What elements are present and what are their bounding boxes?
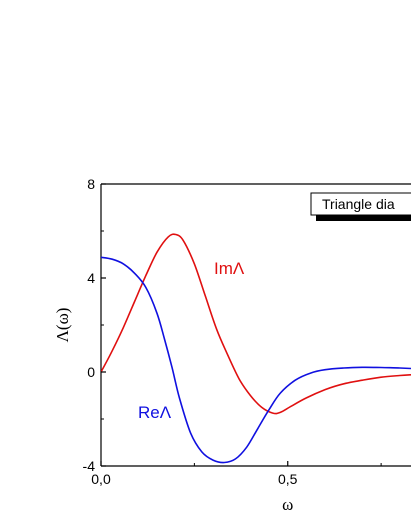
series-line-re-lambda [101,256,411,464]
y-axis-label: Λ(ω) [53,308,72,343]
y-tick-label: -4 [83,458,96,474]
y-tick-label: 0 [87,364,95,380]
x-axis-label: ω [282,495,293,514]
legend-entry: Triangle dia [322,196,395,212]
chart-series [101,233,411,464]
chart-legend: Triangle dia [310,192,411,221]
y-tick-label: 4 [87,270,95,286]
chart-axes [100,183,411,467]
legend-box [310,192,411,216]
y-tick-label: 8 [87,176,95,192]
x-tick-label: 0,0 [91,471,111,487]
x-tick-label: 0,5 [278,471,298,487]
annotation-re-lambda: ReΛ [138,403,172,422]
chart-ticks: -4 0 4 8 0,0 0,5 [83,176,382,487]
series-line-im-lambda [101,233,411,415]
annotation-im-lambda: ImΛ [214,259,245,278]
